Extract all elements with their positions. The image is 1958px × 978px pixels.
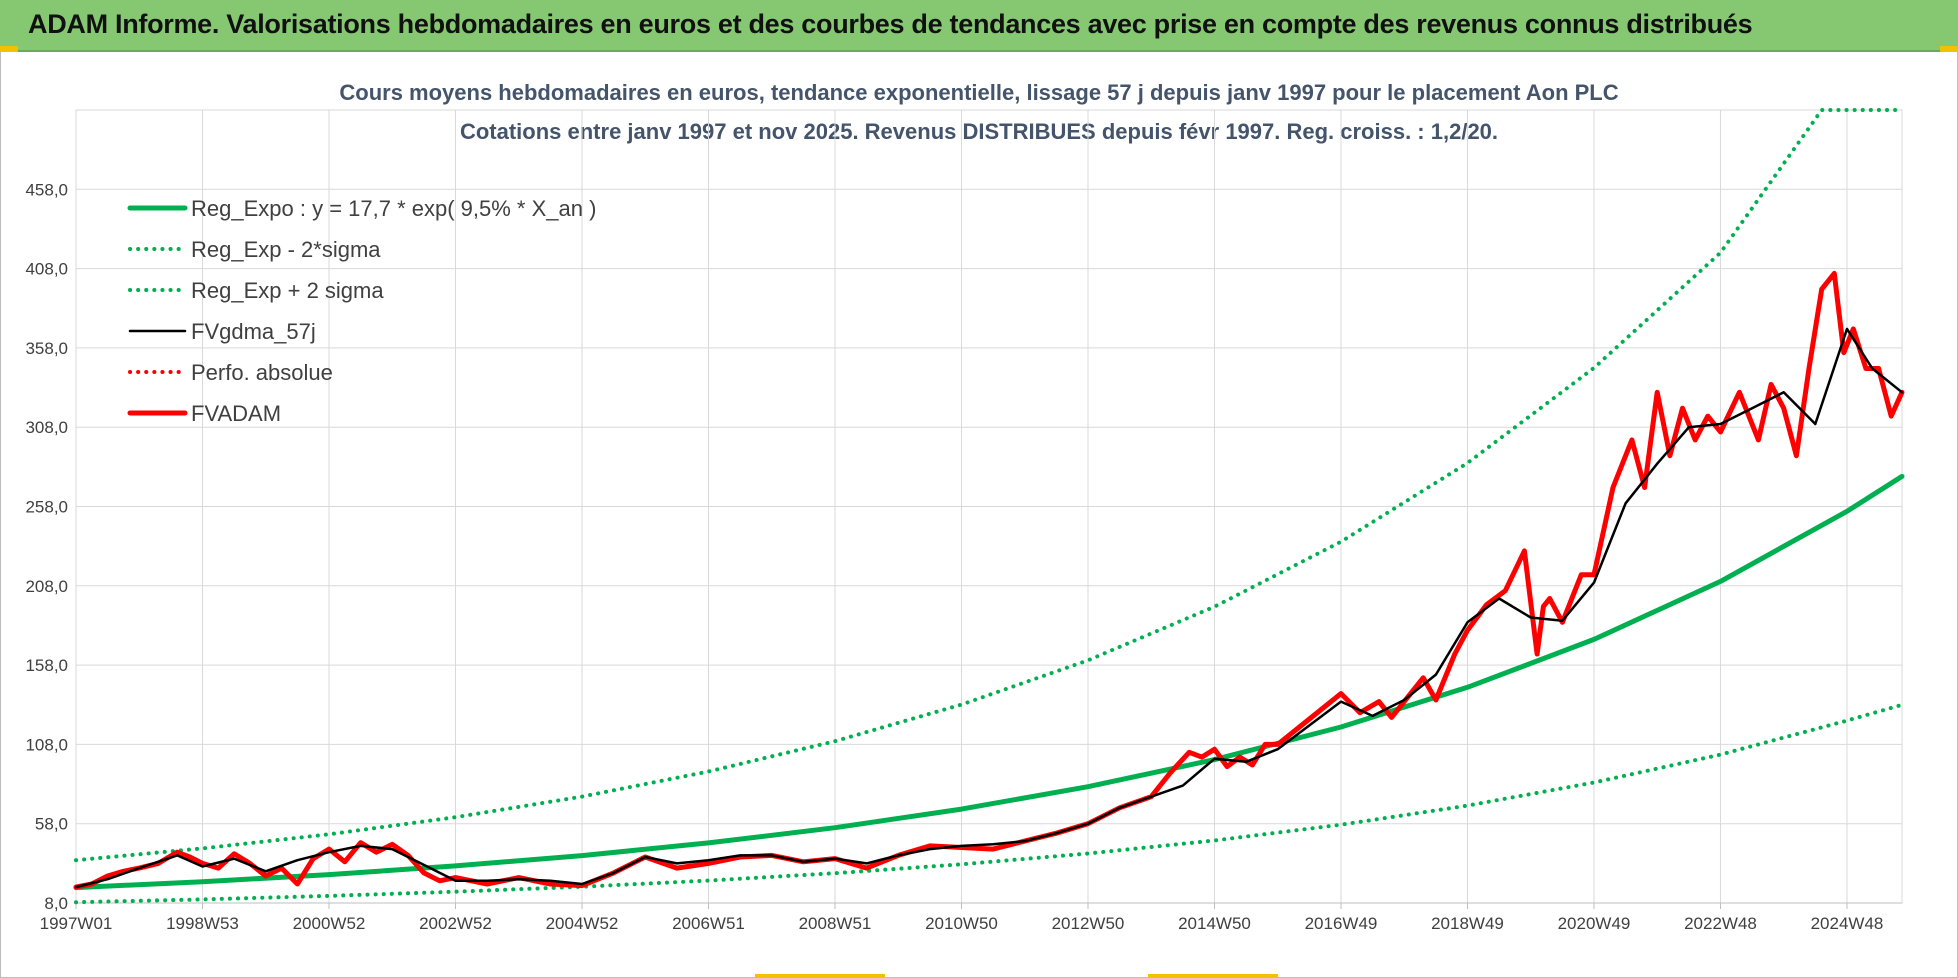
y-tick-label: 458,0 xyxy=(25,180,68,199)
y-tick-label: 258,0 xyxy=(25,498,68,517)
y-tick-label: 8,0 xyxy=(44,894,68,913)
x-tick-label: 2024W48 xyxy=(1811,914,1884,933)
series-line-2 xyxy=(74,108,1904,863)
y-tick-label: 358,0 xyxy=(25,339,68,358)
bottom-marker-2 xyxy=(1148,974,1278,978)
series-line-5 xyxy=(73,270,1905,890)
series-line-1 xyxy=(74,702,1904,905)
x-tick-label: 2014W50 xyxy=(1178,914,1251,933)
page-title: ADAM Informe. Valorisations hebdomadaire… xyxy=(28,9,1753,39)
corner-marker-right xyxy=(1940,46,1958,52)
legend-label: FVADAM xyxy=(191,401,281,426)
x-tick-label: 2002W52 xyxy=(419,914,492,933)
y-tick-label: 308,0 xyxy=(25,418,68,437)
legend-label: Reg_Exp - 2*sigma xyxy=(191,237,381,262)
series-line-3 xyxy=(74,327,1904,889)
legend-label: FVgdma_57j xyxy=(191,319,316,344)
x-tick-label: 2008W51 xyxy=(799,914,872,933)
x-tick-label: 2000W52 xyxy=(293,914,366,933)
x-tick-label: 2010W50 xyxy=(925,914,998,933)
chart-subtitle: Cotations entre janv 1997 et nov 2025. R… xyxy=(459,119,1499,144)
x-tick-label: 2016W49 xyxy=(1305,914,1378,933)
y-tick-label: 208,0 xyxy=(25,577,68,596)
x-tick-label: 2022W48 xyxy=(1684,914,1757,933)
bottom-marker-1 xyxy=(755,974,885,978)
y-tick-label: 408,0 xyxy=(25,260,68,279)
header-banner: ADAM Informe. Valorisations hebdomadaire… xyxy=(0,0,1958,52)
x-tick-label: 2020W49 xyxy=(1558,914,1631,933)
series-line-0 xyxy=(73,473,1905,891)
x-tick-label: 2018W49 xyxy=(1431,914,1504,933)
y-tick-label: 108,0 xyxy=(25,735,68,754)
x-tick-label: 1997W01 xyxy=(40,914,113,933)
corner-marker-left xyxy=(0,46,18,52)
x-tick-label: 2012W50 xyxy=(1052,914,1125,933)
y-tick-label: 58,0 xyxy=(35,815,68,834)
legend-label: Reg_Exp + 2 sigma xyxy=(191,278,384,303)
legend-label: Reg_Expo : y = 17,7 * exp( 9,5% * X_an ) xyxy=(191,196,596,221)
legend-label: Perfo. absolue xyxy=(191,360,333,385)
x-tick-label: 2004W52 xyxy=(546,914,619,933)
y-tick-label: 158,0 xyxy=(25,656,68,675)
chart-title: Cours moyens hebdomadaires en euros, ten… xyxy=(339,80,1619,105)
x-tick-label: 1998W53 xyxy=(166,914,239,933)
x-tick-label: 2006W51 xyxy=(672,914,745,933)
